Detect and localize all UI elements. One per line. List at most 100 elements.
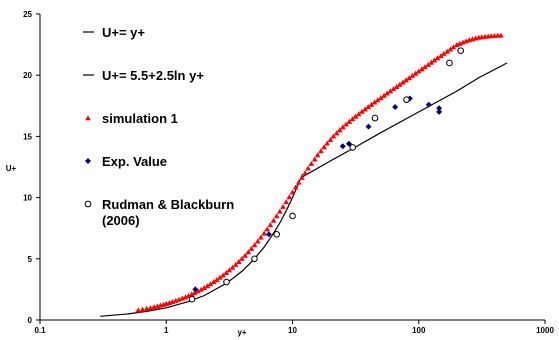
data-point-triangle <box>283 199 289 205</box>
data-point-triangle <box>223 269 230 275</box>
data-point-triangle <box>188 291 195 297</box>
data-point-triangle <box>135 307 142 313</box>
data-point-open-circle <box>188 295 196 303</box>
legend-label-2: simulation 1 <box>102 111 178 126</box>
series-line-0 <box>100 174 304 317</box>
data-point-triangle <box>248 245 255 251</box>
data-point-triangle <box>270 217 277 223</box>
data-point-open-circle <box>446 59 453 67</box>
data-point-open-circle <box>371 114 379 122</box>
data-point-triangle <box>393 83 400 89</box>
data-point-triangle <box>232 261 239 267</box>
legend: U+= y+ U+= 5.5+2.5ln y+ simulation 1 Exp. V… <box>83 25 234 228</box>
data-point-triangle <box>450 44 457 50</box>
data-point-triangle <box>182 294 189 300</box>
data-point-triangle <box>217 274 223 280</box>
data-point-triangle <box>210 279 217 285</box>
data-point-triangle <box>384 90 390 96</box>
data-point-triangle <box>236 258 242 264</box>
data-point-open-circle <box>349 144 357 151</box>
data-point-triangle <box>229 264 236 270</box>
y-tick-label: 25 <box>23 10 32 19</box>
data-point-triangle <box>327 136 334 142</box>
data-point-triangle <box>359 108 365 114</box>
data-point-triangle <box>387 88 394 94</box>
y-tick-label: 0 <box>28 316 33 325</box>
legend-label-4: (2006) <box>102 213 140 228</box>
data-point-triangle <box>201 285 208 291</box>
data-point-triangle <box>422 64 428 70</box>
legend-label-4: Rudman & Blackburn <box>102 197 234 212</box>
data-point-diamond <box>265 231 272 238</box>
data-point-triangle <box>198 286 204 292</box>
data-point-triangle <box>371 99 378 105</box>
data-point-diamond <box>425 101 432 108</box>
data-point-triangle <box>346 118 353 124</box>
data-point-triangle <box>226 267 233 273</box>
data-point-open-circle <box>403 96 410 103</box>
data-point-triangle <box>444 48 450 54</box>
data-point-triangle <box>302 170 308 176</box>
x-tick-label: 1 <box>164 326 169 335</box>
data-point-triangle <box>299 174 305 180</box>
data-point-diamond <box>339 143 346 150</box>
data-point-triangle <box>254 238 261 244</box>
data-point-triangle <box>441 50 447 56</box>
data-point-triangle <box>273 213 280 219</box>
data-point-triangle <box>365 104 372 110</box>
data-point-triangle <box>368 101 375 107</box>
data-point-triangle <box>321 144 327 150</box>
data-point-triangle <box>292 184 299 190</box>
legend-label-3: Exp. Value <box>102 154 167 169</box>
data-point-triangle <box>352 113 359 119</box>
data-point-triangle <box>428 59 435 65</box>
data-point-diamond <box>436 108 443 115</box>
legend-symbol-3 <box>85 158 91 164</box>
data-point-triangle <box>220 272 226 278</box>
data-point-triangle <box>434 55 441 61</box>
data-point-triangle <box>295 179 302 185</box>
data-point-triangle <box>412 70 419 76</box>
data-point-open-circle <box>223 278 230 286</box>
data-point-triangle <box>438 53 444 59</box>
data-point-triangle <box>207 281 214 287</box>
series-lines <box>100 62 508 317</box>
data-point-triangle <box>311 156 318 162</box>
data-point-triangle <box>403 77 409 83</box>
data-point-diamond <box>365 123 372 130</box>
data-point-triangle <box>355 111 362 117</box>
data-point-triangle <box>239 255 245 261</box>
data-point-triangle <box>431 57 438 63</box>
data-point-triangle <box>349 116 356 122</box>
data-point-triangle <box>340 124 346 130</box>
data-point-triangle <box>280 203 286 209</box>
data-point-open-circle <box>457 47 465 55</box>
legend-symbol-2 <box>85 115 91 121</box>
data-point-triangle <box>324 140 330 146</box>
series-markers-2 <box>135 32 504 313</box>
data-point-triangle <box>337 127 343 133</box>
data-point-triangle <box>267 222 274 228</box>
legend-label-0: U+= y+ <box>102 25 145 40</box>
data-point-triangle <box>447 46 454 52</box>
data-point-triangle <box>213 277 220 283</box>
data-point-triangle <box>286 194 293 200</box>
data-point-triangle <box>264 226 271 232</box>
y-axis-label: U+ <box>6 164 17 173</box>
legend-label-1: U+= 5.5+2.5ln y+ <box>102 68 204 83</box>
data-point-triangle <box>245 249 252 255</box>
data-point-triangle <box>381 92 387 98</box>
data-point-open-circle <box>289 212 296 220</box>
series-markers-4 <box>188 47 465 303</box>
series-markers <box>135 32 504 313</box>
data-point-open-circle <box>251 255 258 263</box>
x-tick-label: 1000 <box>536 326 554 335</box>
data-point-triangle <box>390 86 397 92</box>
data-point-triangle <box>498 32 504 38</box>
y-tick-label: 5 <box>28 255 33 264</box>
data-point-triangle <box>305 165 311 171</box>
data-point-triangle <box>191 290 198 296</box>
data-point-triangle <box>251 242 258 248</box>
data-point-triangle <box>195 288 201 294</box>
data-point-triangle <box>343 121 349 127</box>
